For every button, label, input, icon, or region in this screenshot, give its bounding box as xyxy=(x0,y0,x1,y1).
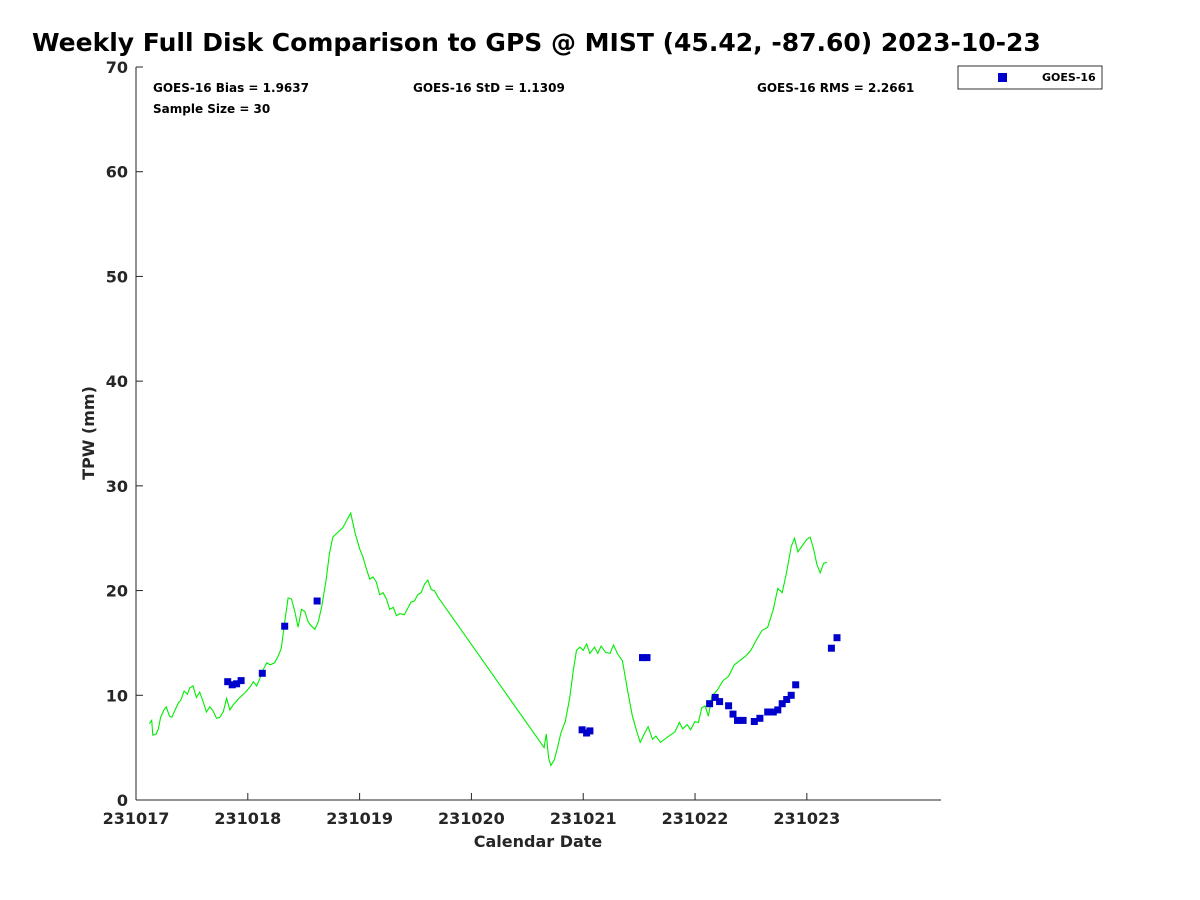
goes16-point xyxy=(224,678,232,686)
stat-sample-size: Sample Size = 30 xyxy=(153,102,270,116)
x-tick-label: 231022 xyxy=(662,809,729,828)
legend: GOES-16 xyxy=(957,65,1103,90)
y-tick-label: 40 xyxy=(106,372,128,391)
x-tick-label: 231018 xyxy=(214,809,281,828)
x-axis-label: Calendar Date xyxy=(474,832,603,851)
goes16-marker-layer xyxy=(224,597,841,737)
goes16-point xyxy=(792,681,800,689)
goes16-point xyxy=(711,693,719,701)
stat-std: GOES-16 StD = 1.1309 xyxy=(413,81,565,95)
goes16-point xyxy=(643,654,651,662)
x-tick-label: 231023 xyxy=(773,809,840,828)
x-tick-label: 231020 xyxy=(438,809,505,828)
stat-bias: GOES-16 Bias = 1.9637 xyxy=(153,81,309,95)
x-tick-label: 231017 xyxy=(103,809,170,828)
goes16-point xyxy=(237,677,245,685)
goes16-point xyxy=(787,691,795,699)
goes16-point xyxy=(313,597,321,605)
goes16-point xyxy=(764,708,772,716)
goes16-point xyxy=(578,726,586,734)
y-tick-label: 30 xyxy=(106,477,128,496)
y-axis-label: TPW (mm) xyxy=(79,386,98,480)
y-tick-label: 10 xyxy=(106,686,128,705)
goes16-point xyxy=(233,680,241,688)
y-tick-label: 50 xyxy=(106,267,128,286)
goes16-point xyxy=(586,727,594,735)
axes: 0 10 20 30 40 50 60 70 231017 231018 231019 231020 2… xyxy=(103,58,941,828)
goes16-point xyxy=(725,702,733,710)
legend-box xyxy=(957,65,1103,90)
goes16-point xyxy=(827,644,835,652)
y-tick-label: 20 xyxy=(106,582,128,601)
goes16-point xyxy=(739,716,747,724)
x-tick-label: 231021 xyxy=(550,809,617,828)
x-tick-label: 231019 xyxy=(326,809,393,828)
legend-label-goes16: GOES-16 xyxy=(1042,71,1096,84)
goes16-point xyxy=(729,710,737,718)
goes16-point xyxy=(783,696,791,703)
stat-rms: GOES-16 RMS = 2.2661 xyxy=(757,81,914,95)
goes16-point xyxy=(258,669,266,677)
goes16-point xyxy=(774,706,782,714)
gps-line-layer xyxy=(148,511,828,767)
goes16-point xyxy=(716,698,724,706)
goes16-point xyxy=(734,716,741,724)
gps-tpw-line xyxy=(148,511,828,767)
goes16-point xyxy=(833,634,841,642)
goes16-point xyxy=(750,718,758,725)
goes16-point xyxy=(228,681,236,689)
goes16-point xyxy=(756,714,764,722)
goes16-point xyxy=(778,700,786,708)
y-tick-label: 0 xyxy=(117,791,128,810)
goes16-point xyxy=(281,622,289,630)
chart-title: Weekly Full Disk Comparison to GPS @ MIS… xyxy=(32,28,1041,57)
goes16-point xyxy=(639,654,646,662)
y-tick-label: 70 xyxy=(106,58,128,77)
legend-marker-goes16 xyxy=(998,73,1007,82)
goes16-point xyxy=(769,708,777,716)
y-tick-label: 60 xyxy=(106,163,128,182)
goes16-point xyxy=(706,700,714,708)
